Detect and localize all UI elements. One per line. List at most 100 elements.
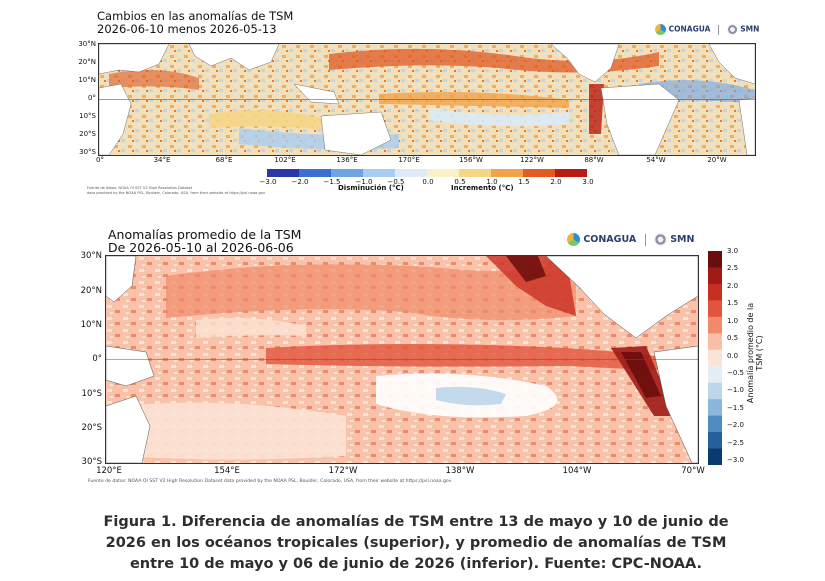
p1-lon-88w: 88°W <box>584 156 604 164</box>
land-asia <box>106 256 137 303</box>
p1-cbar-tick-0: −3.0 <box>259 178 277 186</box>
smn-logo-icon <box>726 24 738 35</box>
figure-caption: Figura 1. Diferencia de anomalías de TSM… <box>103 514 729 572</box>
p1-lat-30s: 30°S <box>79 148 96 156</box>
p2-cbar-swatch-12 <box>708 448 722 465</box>
panel2-logo-conagua: CONAGUA <box>583 234 637 245</box>
p2-lon-70w: 70°W <box>681 466 705 476</box>
panel2-colorbar-label: Anomalía promedio de la TSM (°C) <box>746 302 764 404</box>
p1-lon-136e: 136°E <box>336 156 358 164</box>
p2-cbar-swatch-8 <box>708 382 722 400</box>
southwest-pacific-mild <box>126 402 346 460</box>
south-indian-patch <box>209 110 329 130</box>
p2-lon-120e: 120°E <box>96 466 122 476</box>
p1-cbar-swatch-6 <box>459 169 492 177</box>
land-africa-southwest <box>738 97 755 155</box>
panel1-increase-label: Incremento (°C) <box>451 184 514 192</box>
p2-cbar-tick-1: 2.5 <box>727 264 739 273</box>
land-new-guinea <box>106 345 155 387</box>
p1-cbar-tick-1: −2.0 <box>291 178 309 186</box>
p1-lat-20s: 20°S <box>79 130 96 138</box>
north-pacific-warm <box>166 260 576 321</box>
p1-lon-54w: 54°W <box>646 156 666 164</box>
p2-cbar-tick-8: −1.0 <box>727 386 744 395</box>
logo-divider <box>718 24 720 35</box>
p1-cbar-tick-7: 1.0 <box>486 178 498 186</box>
p2-lat-10s: 10°S <box>81 389 102 399</box>
p1-cbar-tick-3: −1.0 <box>355 178 373 186</box>
p1-cbar-tick-9: 2.0 <box>550 178 562 186</box>
land-indonesia <box>293 83 340 105</box>
panel2-logo-smn: SMN <box>670 234 695 245</box>
land-asia <box>188 44 280 71</box>
p2-cbar-tick-3: 1.5 <box>727 299 739 308</box>
indian-warm-patch <box>109 69 199 90</box>
baja-hot-spot <box>506 256 546 282</box>
p1-lat-10n: 10°N <box>78 76 96 84</box>
p2-lat-0: 0° <box>92 354 102 364</box>
peru-warm-patch <box>589 84 604 134</box>
p2-cbar-swatch-10 <box>708 415 722 433</box>
p1-lon-0: 0° <box>96 156 104 164</box>
p1-lon-68e: 68°E <box>215 156 233 164</box>
peru-coast-hot <box>621 352 661 398</box>
p2-cbar-tick-4: 1.0 <box>727 316 739 325</box>
p2-cbar-tick-12: −3.0 <box>727 456 744 464</box>
p2-cbar-tick-7: −0.5 <box>727 368 744 377</box>
equatorial-tongue <box>266 344 658 370</box>
p1-cbar-tick-6: 0.5 <box>454 178 466 186</box>
panel1-source-line2: data provided by the NOAA PSL, Boulder, … <box>87 191 266 195</box>
p1-cbar-tick-8: 1.5 <box>518 178 530 186</box>
panel2-logos: CONAGUA SMN <box>567 233 694 246</box>
equatorial-warm-band <box>379 92 569 108</box>
smn-logo-icon <box>653 233 667 246</box>
panel1-map <box>98 43 756 156</box>
panel1-source-line1: Fuente de datos: NOAA OI SST V2 High Res… <box>87 186 193 190</box>
panel1-map-svg <box>99 44 755 155</box>
p2-lat-30s: 30°S <box>81 457 102 467</box>
west-pacific-mild <box>196 318 306 338</box>
p1-cbar-swatch-5 <box>427 169 460 177</box>
panel1-title: Cambios en las anomalías de TSM 2026-06-1… <box>97 10 293 36</box>
p2-cbar-swatch-2 <box>708 283 722 301</box>
panel2-map-svg <box>106 256 698 463</box>
p2-lon-172w: 172°W <box>328 466 358 476</box>
land-australia <box>106 395 151 463</box>
p1-cbar-swatch-2 <box>331 169 364 177</box>
p2-cbar-swatch-5 <box>708 333 722 351</box>
p2-cbar-tick-6: 0.0 <box>727 351 739 360</box>
conagua-logo-icon <box>655 24 666 35</box>
p2-cbar-swatch-9 <box>708 399 722 417</box>
panel2-title-line2: De 2026-05-10 al 2026-06-06 <box>108 240 294 255</box>
land-africa-north <box>99 44 170 75</box>
p1-cbar-swatch-4 <box>395 169 428 177</box>
p1-lat-0: 0° <box>88 94 96 102</box>
p2-cbar-swatch-6 <box>708 349 722 367</box>
panel1-logo-smn: SMN <box>740 24 760 34</box>
p2-lon-104w: 104°W <box>562 466 592 476</box>
panel2-title-line1: Anomalías promedio de la TSM <box>108 227 302 242</box>
p1-lat-30n: 30°N <box>78 40 96 48</box>
land-north-america <box>545 256 698 339</box>
p1-cbar-swatch-7 <box>491 169 524 177</box>
p1-lat-10s: 10°S <box>79 112 96 120</box>
p2-cbar-tick-0: 3.0 <box>727 247 739 255</box>
p2-cbar-tick-10: −2.0 <box>727 421 744 430</box>
p1-cbar-swatch-1 <box>299 169 332 177</box>
p2-lat-30n: 30°N <box>80 251 102 261</box>
p1-cbar-tick-10: 3.0 <box>582 178 594 186</box>
land-africa-south <box>99 83 132 155</box>
p1-cbar-swatch-3 <box>363 169 396 177</box>
p1-cbar-tick-4: −0.5 <box>387 178 405 186</box>
p2-lat-20n: 20°N <box>80 286 102 296</box>
panel1-title-line2: 2026-06-10 menos 2026-05-13 <box>97 22 277 36</box>
p2-cbar-swatch-4 <box>708 316 722 334</box>
p2-lon-154e: 154°E <box>214 466 240 476</box>
p2-lat-10n: 10°N <box>80 320 102 330</box>
p2-cbar-tick-2: 2.0 <box>727 281 739 290</box>
p2-cbar-swatch-0 <box>708 251 722 268</box>
p1-cbar-tick-2: −1.5 <box>323 178 341 186</box>
p2-cbar-swatch-1 <box>708 267 722 285</box>
p1-lon-34e: 34°E <box>153 156 171 164</box>
land-australia <box>320 111 392 155</box>
